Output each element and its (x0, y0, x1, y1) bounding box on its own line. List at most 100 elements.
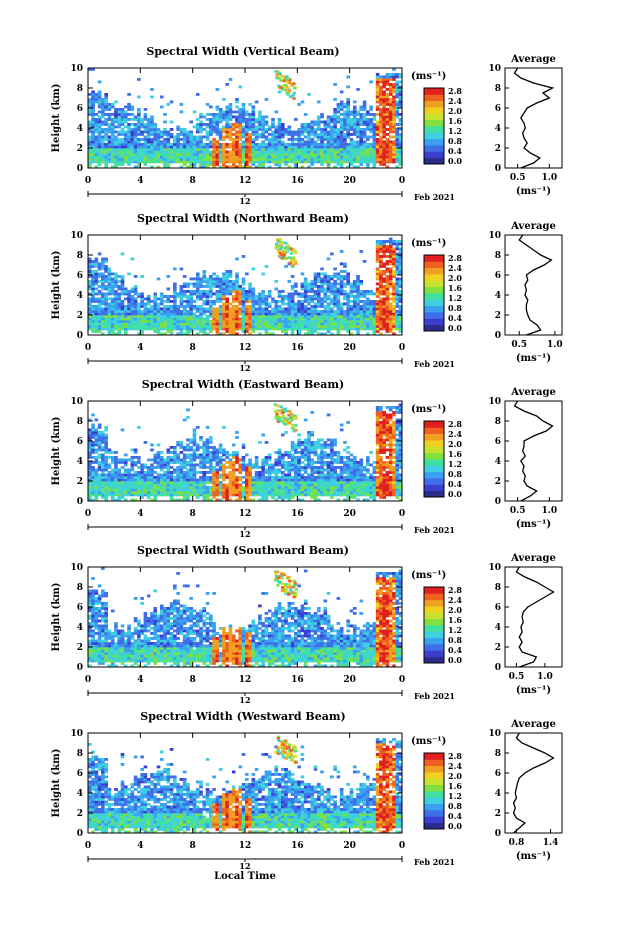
y-tick-label: 6 (77, 271, 83, 281)
heatmap-cell (215, 481, 220, 484)
heatmap-cell (375, 310, 380, 313)
heatmap-cell (146, 148, 151, 151)
heatmap-cell (143, 466, 148, 469)
heatmap-cell (192, 148, 197, 151)
heatmap-cell (362, 312, 367, 316)
heatmap-cell (133, 310, 138, 313)
heatmap-cell (388, 100, 393, 104)
heatmap-cell (212, 155, 216, 159)
heatmap-cell (248, 135, 252, 139)
heatmap-cell (375, 155, 380, 159)
heatmap-cell (271, 153, 275, 156)
heatmap-cell (366, 143, 370, 146)
heatmap-cell (316, 327, 321, 331)
heatmap-cell (159, 105, 164, 109)
heatmap-cell (110, 478, 115, 482)
heatmap-cell (395, 103, 400, 106)
heatmap-cell (192, 443, 197, 447)
heatmap-cell (110, 302, 115, 306)
heatmap-cell (316, 150, 321, 154)
heatmap-cell (205, 478, 210, 482)
heatmap-cell (97, 163, 102, 166)
heatmap-cell (166, 163, 171, 166)
heatmap-cell (205, 113, 210, 116)
heatmap-cell (117, 471, 122, 474)
colorbar-tick-label: 1.2 (448, 293, 462, 303)
heatmap-cell (133, 130, 138, 134)
heatmap-cell (91, 441, 95, 444)
heatmap-cell (107, 327, 112, 331)
heatmap-cell (186, 476, 190, 479)
heatmap-cell (316, 155, 321, 159)
heatmap-cell (120, 310, 125, 313)
heatmap-cell (143, 471, 148, 474)
heatmap-cell (127, 160, 131, 164)
heatmap-cell (97, 491, 102, 494)
heatmap-cell (123, 325, 128, 328)
heatmap-cell (271, 143, 275, 146)
heatmap-cell (163, 155, 167, 159)
heatmap-cell (91, 282, 95, 286)
heatmap-cell (169, 332, 174, 336)
heatmap-cell (215, 488, 220, 492)
heatmap-cell (330, 297, 334, 301)
heatmap-cell (395, 135, 400, 139)
heatmap-cell (143, 486, 148, 489)
heatmap-cell (205, 123, 210, 126)
heatmap-cell (169, 153, 174, 156)
heatmap-cell (156, 145, 161, 149)
heatmap-cell (195, 123, 200, 126)
heatmap-cell (395, 322, 400, 326)
heatmap-cell (359, 128, 364, 131)
heatmap-cell (205, 471, 210, 474)
heatmap-cell (382, 148, 386, 151)
heatmap-cell (267, 143, 272, 146)
heatmap-cell (385, 247, 390, 251)
heatmap-cell (114, 163, 118, 166)
heatmap-cell (130, 148, 135, 151)
heatmap-cell (248, 165, 252, 169)
heatmap-cell (189, 446, 194, 449)
heatmap-cell (153, 466, 158, 469)
heatmap-cell (388, 145, 393, 149)
heatmap-cell (173, 282, 177, 286)
x-tick-label: 0 (399, 343, 405, 353)
heatmap-cell (385, 297, 390, 301)
heatmap-cell (267, 140, 272, 144)
heatmap-cell (326, 155, 331, 159)
heatmap-cell (120, 118, 125, 121)
heatmap-cell (110, 320, 115, 323)
heatmap-cell (231, 468, 236, 472)
heatmap-cell (209, 481, 213, 484)
heatmap-cell (303, 153, 308, 156)
heatmap-cell (120, 140, 125, 144)
heatmap-cell (209, 295, 213, 298)
heatmap-cell (189, 320, 194, 323)
heatmap-cell (258, 143, 262, 146)
heatmap-cell (382, 75, 386, 79)
heatmap-cell (382, 158, 386, 161)
heatmap-cell (231, 307, 236, 311)
heatmap-cell (110, 123, 115, 126)
heatmap-cell (97, 143, 102, 146)
heatmap-cell (120, 486, 125, 489)
heatmap-cell (205, 451, 210, 454)
heatmap-cell (274, 327, 279, 331)
heatmap-cell (123, 140, 128, 144)
heatmap-cell (150, 483, 154, 487)
heatmap-cell (316, 297, 321, 301)
heatmap-cell (182, 133, 187, 136)
heatmap-cell (336, 332, 341, 336)
heatmap-cell (349, 125, 354, 129)
heatmap-cell (235, 332, 239, 336)
heatmap-cell (379, 150, 383, 154)
heatmap-cell (303, 148, 308, 151)
heatmap-cell (94, 488, 99, 492)
heatmap-cell (349, 113, 354, 116)
heatmap-cell (379, 75, 383, 79)
heatmap-cell (379, 255, 383, 258)
heatmap-cell (156, 332, 161, 336)
heatmap-cell (159, 300, 164, 303)
heatmap-cell (388, 285, 393, 288)
heatmap-cell (94, 95, 99, 99)
